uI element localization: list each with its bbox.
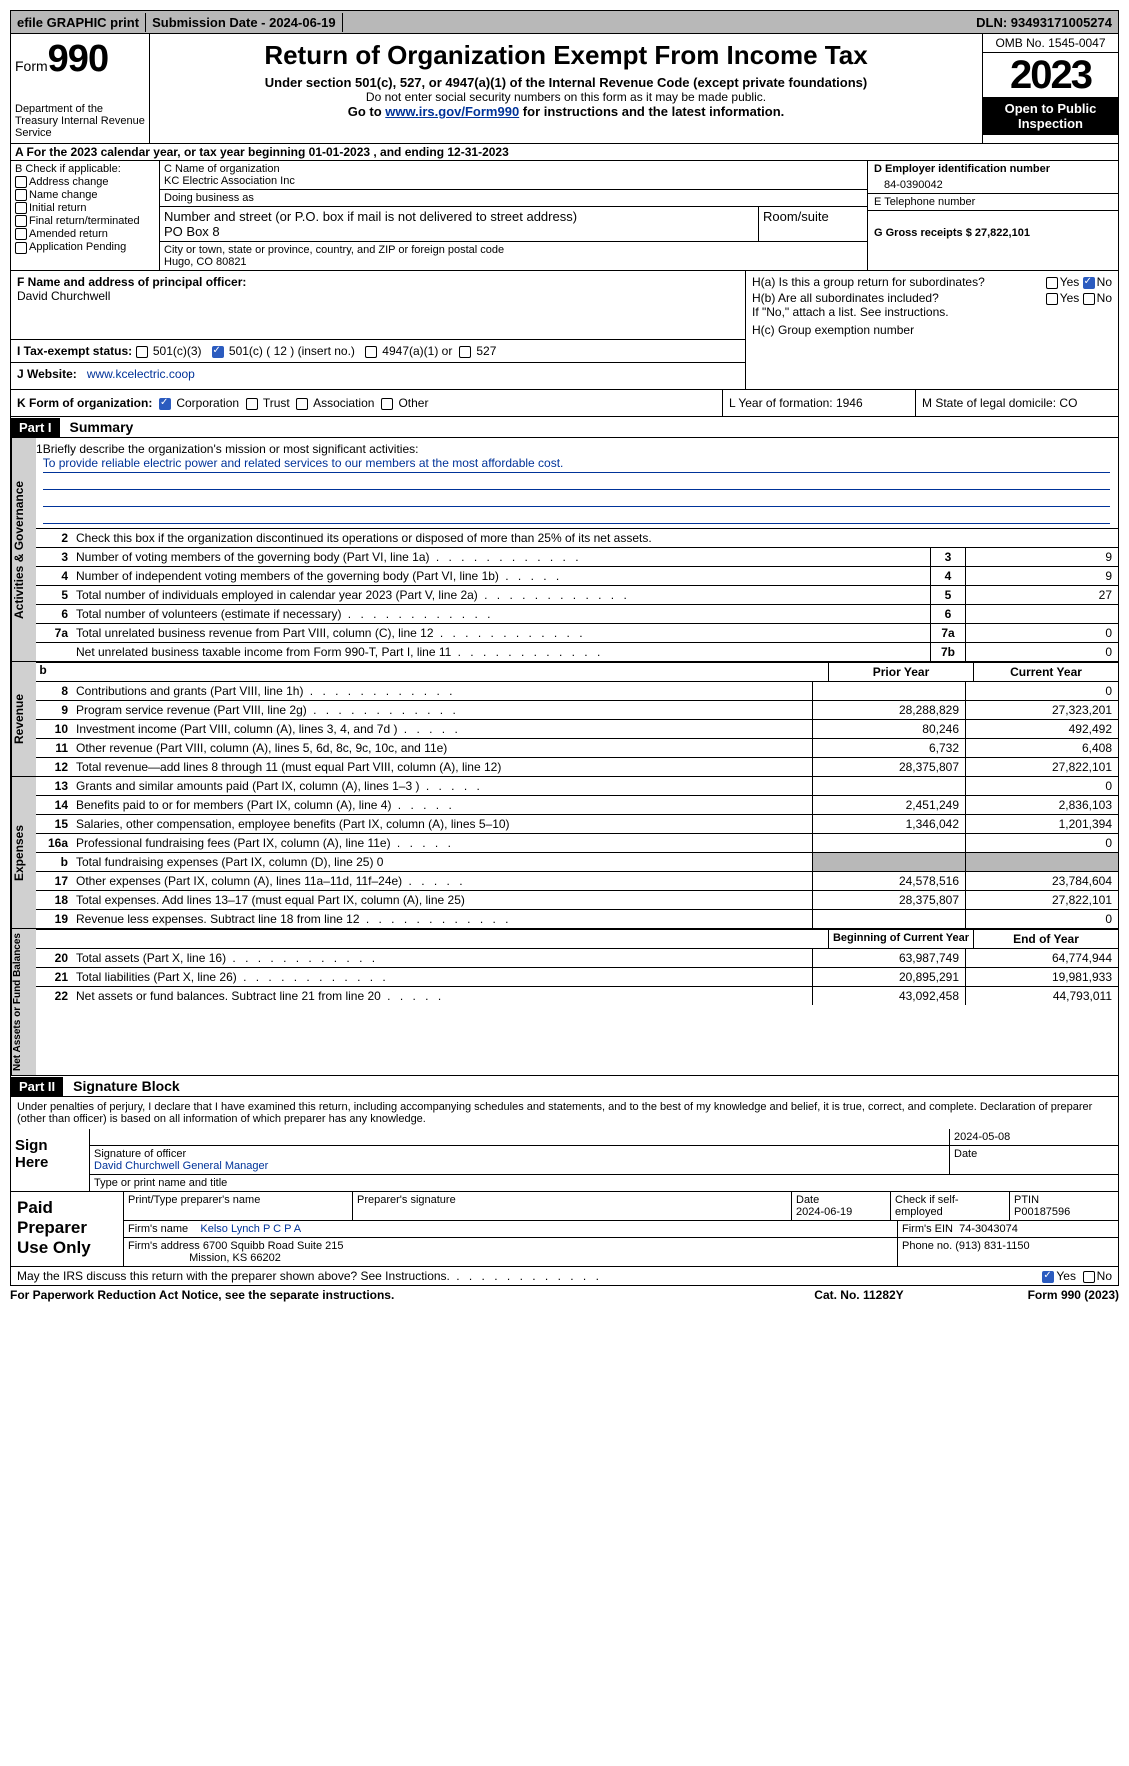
year-formation: L Year of formation: 1946 [723, 390, 916, 416]
cb-corp[interactable] [159, 398, 171, 410]
cb-final-return[interactable]: Final return/terminated [15, 215, 155, 227]
vtab-governance: Activities & Governance [11, 438, 36, 661]
cb-application-pending[interactable]: Application Pending [15, 241, 155, 253]
cb-discuss-no[interactable] [1083, 1271, 1095, 1283]
cb-initial-return[interactable]: Initial return [15, 202, 155, 214]
expenses-section: Expenses 13Grants and similar amounts pa… [10, 777, 1119, 929]
row-klm: K Form of organization: Corporation Trus… [10, 390, 1119, 417]
mission-block: 1 Briefly describe the organization's mi… [36, 438, 1118, 528]
efile-label: efile GRAPHIC print [11, 13, 146, 32]
cb-4947[interactable] [365, 346, 377, 358]
paid-preparer-block: Paid Preparer Use Only Print/Type prepar… [10, 1192, 1119, 1267]
row-a-tax-year: A For the 2023 calendar year, or tax yea… [10, 144, 1119, 161]
net-assets-section: Net Assets or Fund Balances Beginning of… [10, 929, 1119, 1076]
cb-trust[interactable] [246, 398, 258, 410]
principal-officer: F Name and address of principal officer:… [11, 271, 746, 389]
activities-governance-section: Activities & Governance 1 Briefly descri… [10, 438, 1119, 662]
top-bar: efile GRAPHIC print Submission Date - 20… [10, 10, 1119, 34]
perjury-statement: Under penalties of perjury, I declare th… [10, 1097, 1119, 1129]
dln: DLN: 93493171005274 [970, 13, 1118, 32]
ein-cell: D Employer identification number 84-0390… [868, 161, 1118, 194]
cb-address-change[interactable]: Address change [15, 176, 155, 188]
department-label: Department of the Treasury Internal Reve… [15, 103, 145, 139]
cb-discuss-yes[interactable] [1042, 1271, 1054, 1283]
col-d-ids: D Employer identification number 84-0390… [867, 161, 1118, 270]
form-header: Form990 Department of the Treasury Inter… [10, 34, 1119, 144]
subtitle-2: Do not enter social security numbers on … [156, 90, 976, 104]
irs-link[interactable]: www.irs.gov/Form990 [385, 104, 519, 119]
bottom-bar: For Paperwork Reduction Act Notice, see … [10, 1286, 1119, 1304]
telephone-cell: E Telephone number [868, 194, 1118, 211]
dba-cell: Doing business as [160, 190, 867, 207]
paid-preparer-label: Paid Preparer Use Only [11, 1192, 124, 1266]
vtab-net-assets: Net Assets or Fund Balances [11, 929, 36, 1075]
cb-501c[interactable] [212, 346, 224, 358]
subtitle-3: Go to www.irs.gov/Form990 for instructio… [156, 104, 976, 119]
group-return-section: H(a) Is this a group return for subordin… [746, 271, 1118, 389]
state-domicile: M State of legal domicile: CO [916, 390, 1118, 416]
cb-other[interactable] [381, 398, 393, 410]
col-c-org-info: C Name of organization KC Electric Assoc… [160, 161, 867, 270]
cb-hb-yes[interactable] [1046, 293, 1058, 305]
subtitle-1: Under section 501(c), 527, or 4947(a)(1)… [156, 75, 976, 90]
submission-date: Submission Date - 2024-06-19 [146, 13, 343, 32]
section-bcd: B Check if applicable: Address change Na… [10, 161, 1119, 271]
city-cell: City or town, state or province, country… [160, 242, 867, 270]
cb-amended-return[interactable]: Amended return [15, 228, 155, 240]
part2-header: Part II Signature Block [10, 1076, 1119, 1097]
vtab-revenue: Revenue [11, 662, 36, 776]
col-b-checkboxes: B Check if applicable: Address change Na… [11, 161, 160, 270]
org-name-cell: C Name of organization KC Electric Assoc… [160, 161, 867, 190]
cb-name-change[interactable]: Name change [15, 189, 155, 201]
sign-here-label: Sign Here [11, 1129, 90, 1191]
header-right: OMB No. 1545-0047 2023 Open to Public In… [983, 34, 1118, 143]
form-title: Return of Organization Exempt From Incom… [156, 40, 976, 71]
revenue-section: Revenue bPrior YearCurrent Year 8Contrib… [10, 662, 1119, 777]
vtab-expenses: Expenses [11, 777, 36, 928]
sign-here-block: Sign Here 2024-05-08 Signature of office… [10, 1129, 1119, 1192]
row-j: J Website: www.kcelectric.coop [11, 362, 745, 385]
cb-ha-yes[interactable] [1046, 277, 1058, 289]
cb-assoc[interactable] [296, 398, 308, 410]
open-public-label: Open to Public Inspection [983, 97, 1118, 135]
header-left: Form990 Department of the Treasury Inter… [11, 34, 150, 143]
tax-year: 2023 [983, 53, 1118, 97]
cb-501c3[interactable] [136, 346, 148, 358]
cb-527[interactable] [459, 346, 471, 358]
form-number: Form990 [15, 38, 145, 81]
cb-hb-no[interactable] [1083, 293, 1095, 305]
omb-number: OMB No. 1545-0047 [983, 34, 1118, 53]
discuss-row: May the IRS discuss this return with the… [10, 1267, 1119, 1286]
address-cell: Number and street (or P.O. box if mail i… [160, 207, 867, 242]
part1-header: Part I Summary [10, 417, 1119, 438]
cb-ha-no[interactable] [1083, 277, 1095, 289]
row-fh: F Name and address of principal officer:… [10, 271, 1119, 390]
form-of-organization: K Form of organization: Corporation Trus… [11, 390, 723, 416]
header-mid: Return of Organization Exempt From Incom… [150, 34, 983, 143]
gross-receipts-cell: G Gross receipts $ 27,822,101 [868, 211, 1118, 270]
row-i: I Tax-exempt status: 501(c)(3) 501(c) ( … [11, 339, 745, 362]
